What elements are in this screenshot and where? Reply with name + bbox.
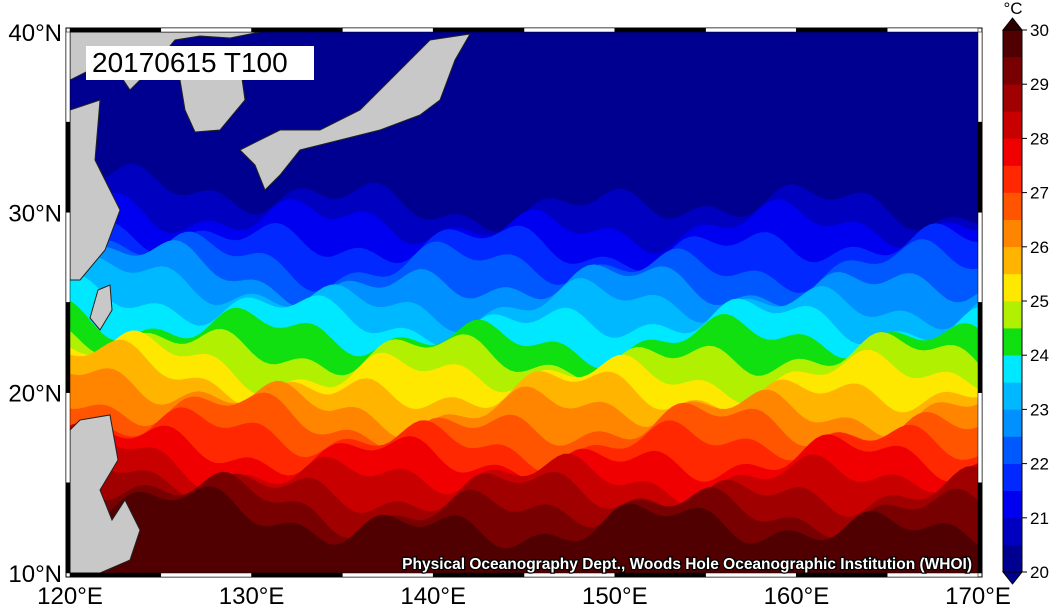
frame-tick	[65, 212, 71, 303]
frame-tick	[65, 31, 71, 123]
land-japan	[239, 33, 471, 191]
frame-tick	[977, 482, 983, 574]
lat-label: 40°N	[8, 20, 62, 47]
colorbar-tick-label: 26	[1030, 238, 1049, 257]
title-box	[86, 46, 314, 80]
colorbar-segment	[1003, 517, 1022, 546]
map-title: 20170615 T100	[92, 47, 288, 78]
frame-tick	[251, 572, 343, 578]
colorbar-segment	[1003, 30, 1022, 58]
colorbar-tick-label: 24	[1030, 346, 1049, 365]
land-taiwan	[89, 284, 113, 331]
colorbar-segment	[1003, 57, 1022, 85]
colorbar-tick-label: 29	[1030, 75, 1049, 94]
field-band	[70, 486, 978, 573]
frame-tick	[342, 27, 434, 33]
frame-tick	[65, 482, 71, 574]
colorbar-segment	[1003, 138, 1022, 166]
colorbar-tick-label: 27	[1030, 184, 1049, 203]
lon-label: 140°E	[400, 583, 466, 610]
lat-label: 30°N	[8, 200, 62, 227]
colorbar-segment	[1003, 382, 1022, 410]
colorbar-segment	[1003, 463, 1022, 491]
colorbar: 20 21 22 23 24 25 26 27 28 29 30	[1001, 17, 1049, 585]
frame-tick	[160, 27, 252, 33]
frame-tick	[342, 572, 434, 578]
colorbar-segment	[1003, 246, 1022, 275]
frame-tick	[614, 27, 706, 33]
colorbar-segment	[1003, 301, 1022, 329]
lon-label: 150°E	[582, 583, 648, 610]
colorbar-segment	[1003, 436, 1022, 464]
frame-tick	[69, 27, 162, 33]
colorbar-segment	[1003, 219, 1022, 248]
colorbar-tick-label: 30	[1030, 21, 1049, 40]
frame-tick	[796, 27, 888, 33]
frame-tick	[886, 27, 979, 33]
colorbar-segment	[1003, 328, 1022, 356]
frame-tick	[432, 572, 525, 578]
frame-tick	[977, 31, 983, 123]
temperature-field	[70, 32, 978, 573]
frame-tick	[251, 27, 343, 33]
frame-tick	[705, 572, 797, 578]
frame-tick	[977, 212, 983, 303]
lon-label: 160°E	[764, 583, 830, 610]
lon-label: 170°E	[945, 583, 1011, 610]
land-philippines	[70, 414, 141, 573]
colorbar-segment	[1003, 409, 1022, 437]
frame-tick	[614, 572, 706, 578]
frame-tick	[886, 572, 979, 578]
lon-label: 120°E	[37, 583, 103, 610]
frame-tick	[65, 121, 71, 213]
map-frame	[65, 27, 983, 578]
frame-tick	[160, 572, 252, 578]
frame-tick	[977, 302, 983, 393]
frame-tick	[705, 27, 797, 33]
frame-tick	[977, 121, 983, 213]
frame-tick	[432, 27, 525, 33]
colorbar-tick-label: 21	[1030, 509, 1049, 528]
colorbar-tick-label: 20	[1030, 563, 1049, 582]
colorbar-segment	[1003, 544, 1022, 573]
colorbar-segment	[1003, 355, 1022, 383]
lat-label: 20°N	[8, 381, 62, 408]
frame-tick	[65, 302, 71, 393]
frame-tick	[523, 572, 616, 578]
colorbar-segment	[1003, 192, 1022, 220]
lat-label: 10°N	[8, 561, 62, 588]
colorbar-segment	[1003, 165, 1022, 193]
colorbar-segment	[1003, 111, 1022, 139]
colorbar-over	[1001, 17, 1024, 31]
colorbar-tick-label: 23	[1030, 400, 1049, 419]
colorbar-segment	[1003, 273, 1022, 302]
frame-tick	[523, 27, 616, 33]
colorbar-segment	[1003, 84, 1022, 112]
credit: Physical Oceanography Dept., Woods Hole …	[402, 556, 972, 573]
colorbar-tick-label: 25	[1030, 292, 1049, 311]
colorbar-tick-label: 28	[1030, 129, 1049, 148]
frame-tick	[977, 392, 983, 484]
lon-label: 130°E	[219, 583, 285, 610]
colorbar-segment	[1003, 490, 1022, 519]
frame-tick	[69, 572, 162, 578]
land-china	[70, 99, 121, 281]
frame-tick	[796, 572, 888, 578]
colorbar-unit: °C	[1003, 0, 1022, 18]
colorbar-tick-label: 22	[1030, 455, 1049, 474]
frame-tick	[65, 392, 71, 484]
